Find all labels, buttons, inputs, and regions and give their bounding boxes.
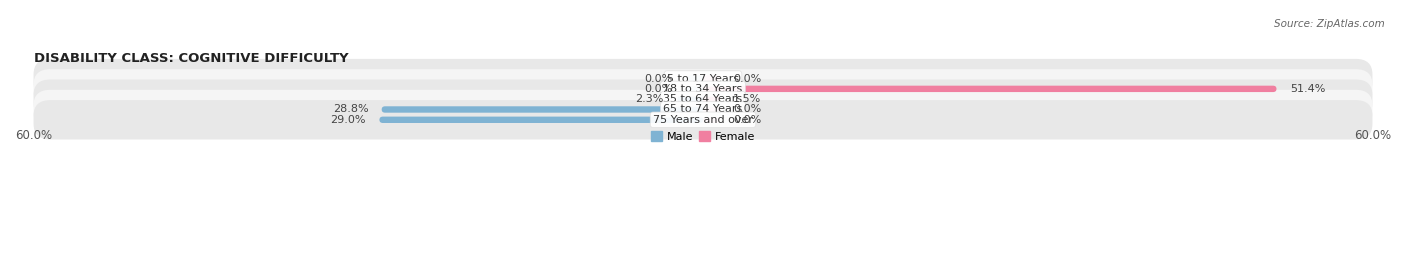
FancyBboxPatch shape (34, 90, 1372, 129)
FancyBboxPatch shape (34, 80, 1372, 119)
FancyBboxPatch shape (703, 75, 720, 82)
Text: 75 Years and over: 75 Years and over (652, 115, 754, 125)
FancyBboxPatch shape (703, 116, 720, 123)
Text: 29.0%: 29.0% (330, 115, 366, 125)
FancyBboxPatch shape (703, 96, 720, 102)
Text: DISABILITY CLASS: COGNITIVE DIFFICULTY: DISABILITY CLASS: COGNITIVE DIFFICULTY (34, 52, 349, 65)
FancyBboxPatch shape (34, 59, 1372, 98)
Text: 28.8%: 28.8% (333, 104, 368, 115)
Text: 35 to 64 Years: 35 to 64 Years (664, 94, 742, 104)
FancyBboxPatch shape (686, 86, 703, 92)
Text: 0.0%: 0.0% (733, 73, 762, 84)
FancyBboxPatch shape (34, 100, 1372, 140)
Legend: Male, Female: Male, Female (647, 127, 759, 146)
FancyBboxPatch shape (703, 86, 1277, 92)
Text: 0.0%: 0.0% (733, 104, 762, 115)
FancyBboxPatch shape (34, 69, 1372, 109)
Text: 0.0%: 0.0% (644, 84, 673, 94)
Text: 1.5%: 1.5% (733, 94, 762, 104)
Text: 0.0%: 0.0% (733, 115, 762, 125)
Text: 18 to 34 Years: 18 to 34 Years (664, 84, 742, 94)
Text: 2.3%: 2.3% (636, 94, 664, 104)
FancyBboxPatch shape (381, 106, 703, 113)
FancyBboxPatch shape (380, 116, 703, 123)
Text: 51.4%: 51.4% (1289, 84, 1326, 94)
Text: 5 to 17 Years: 5 to 17 Years (666, 73, 740, 84)
FancyBboxPatch shape (678, 96, 703, 102)
Text: Source: ZipAtlas.com: Source: ZipAtlas.com (1274, 19, 1385, 29)
Text: 65 to 74 Years: 65 to 74 Years (664, 104, 742, 115)
FancyBboxPatch shape (703, 106, 720, 113)
Text: 0.0%: 0.0% (644, 73, 673, 84)
FancyBboxPatch shape (686, 75, 703, 82)
